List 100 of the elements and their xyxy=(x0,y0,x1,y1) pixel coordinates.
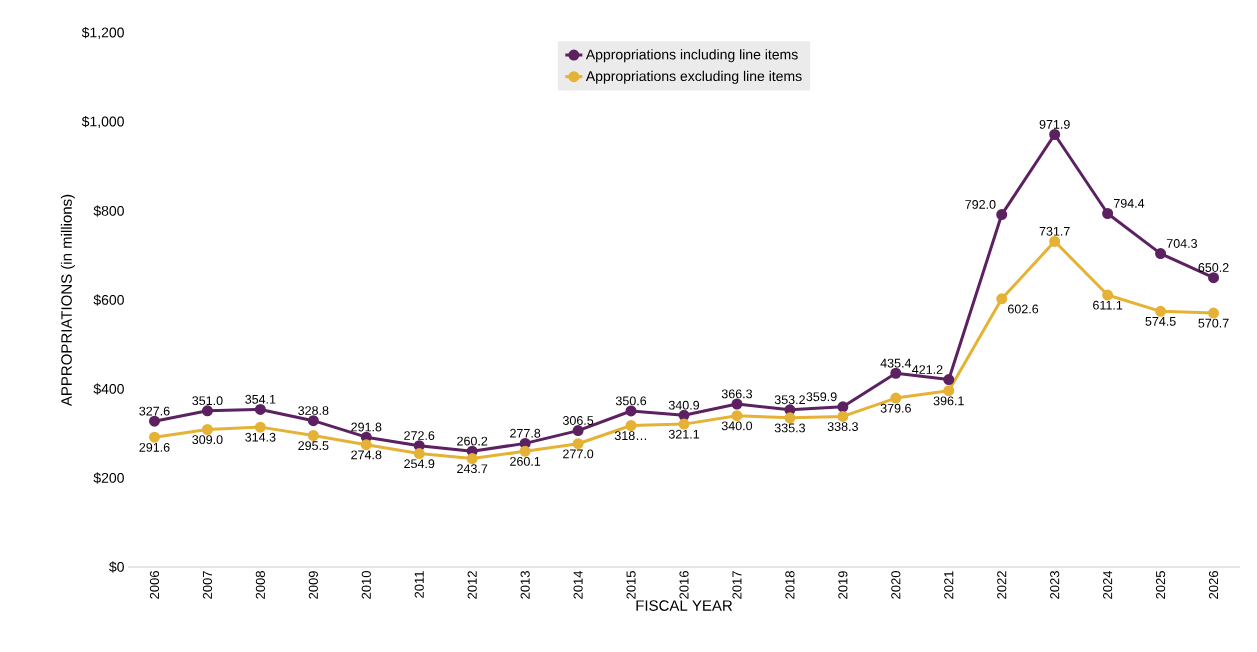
data-label: 243.7 xyxy=(457,464,488,474)
x-tick-label: 2022 xyxy=(997,571,1007,599)
point xyxy=(837,401,849,413)
point xyxy=(201,405,213,417)
data-label: 794.4 xyxy=(1113,198,1145,208)
data-label: 328.8 xyxy=(298,406,329,415)
data-label: 295.5 xyxy=(298,441,329,451)
x-tick-label: 2024 xyxy=(1103,570,1113,599)
data-label: 971.9 xyxy=(1039,119,1070,129)
data-label: 335.3 xyxy=(774,423,805,433)
data-label: 318… xyxy=(614,431,647,441)
point xyxy=(148,431,160,443)
y-tick-label: $800 xyxy=(93,205,124,217)
point xyxy=(1155,248,1167,260)
data-label: 309.0 xyxy=(192,435,223,445)
data-label: 731.7 xyxy=(1039,226,1070,236)
point xyxy=(1208,307,1220,319)
point xyxy=(413,448,425,460)
x-tick-label: 2010 xyxy=(361,571,371,599)
point xyxy=(254,403,266,415)
data-label: 254.9 xyxy=(404,459,435,469)
data-label: 611.1 xyxy=(1093,300,1123,310)
data-label: 291.6 xyxy=(139,442,170,452)
point xyxy=(1049,129,1061,140)
point xyxy=(307,430,319,441)
data-label: 340.9 xyxy=(668,400,700,410)
x-tick-label: 2009 xyxy=(308,571,318,599)
point xyxy=(943,374,955,386)
data-label: 272.6 xyxy=(404,431,435,440)
point xyxy=(572,438,584,450)
point xyxy=(678,418,690,430)
point xyxy=(201,423,213,435)
x-tick-label: 2018 xyxy=(785,571,795,599)
x-tick-label: 2016 xyxy=(679,571,689,599)
data-label: 704.3 xyxy=(1166,239,1198,248)
data-label: 435.4 xyxy=(880,358,912,368)
point xyxy=(1049,235,1061,247)
data-label: 314.3 xyxy=(245,432,276,442)
data-label: 570.7 xyxy=(1198,318,1229,328)
point xyxy=(1102,289,1114,301)
x-tick-label: 2021 xyxy=(944,571,954,599)
point xyxy=(996,209,1008,221)
point xyxy=(625,405,637,417)
x-tick-label: 2006 xyxy=(149,571,160,599)
x-axis-title: FISCAL YEAR xyxy=(636,600,733,611)
point xyxy=(890,392,902,404)
point xyxy=(466,453,478,465)
x-tick-label: 2026 xyxy=(1208,571,1219,599)
x-tick-label: 2020 xyxy=(891,571,901,599)
data-label: 366.3 xyxy=(721,389,753,399)
data-label: 354.1 xyxy=(245,394,276,404)
data-label: 359.9 xyxy=(806,392,837,402)
data-label: 421.2 xyxy=(912,365,943,374)
point xyxy=(678,409,690,421)
point xyxy=(731,398,743,410)
legend-label: Appropriations excluding line items xyxy=(585,70,802,84)
x-tick-label: 2012 xyxy=(467,571,477,599)
data-label: 327.6 xyxy=(139,406,170,416)
point xyxy=(1208,272,1220,284)
x-tick-label: 2007 xyxy=(202,571,213,599)
point xyxy=(360,439,372,451)
data-label: 306.5 xyxy=(562,416,594,425)
y-tick-label: $200 xyxy=(93,472,124,484)
x-tick-label: 2011 xyxy=(414,571,424,598)
y-tick-label: $400 xyxy=(93,383,124,395)
point xyxy=(731,410,743,422)
data-label: 574.5 xyxy=(1145,317,1176,326)
data-label: 291.8 xyxy=(351,422,382,432)
y-tick-label: $0 xyxy=(109,561,124,573)
x-tick-label: 2013 xyxy=(520,571,530,599)
data-label: 260.2 xyxy=(457,436,488,446)
point xyxy=(625,419,637,431)
x-tick-label: 2025 xyxy=(1155,571,1166,599)
x-tick-label: 2019 xyxy=(838,571,848,599)
legend-label: Appropriations including line items xyxy=(585,49,798,63)
data-label: 274.8 xyxy=(351,450,382,460)
y-axis-title: APPROPRIATIONS (in millions) xyxy=(60,194,75,407)
data-label: 792.0 xyxy=(965,200,996,209)
data-label: 338.3 xyxy=(827,422,858,432)
point xyxy=(890,367,902,379)
x-tick-label: 2014 xyxy=(573,570,583,599)
y-tick-label: $600 xyxy=(93,294,124,306)
data-label: 353.2 xyxy=(774,395,805,405)
data-label: 260.1 xyxy=(510,456,541,466)
data-label: 277.0 xyxy=(563,449,594,459)
point xyxy=(943,385,955,397)
data-label: 351.0 xyxy=(192,396,223,406)
data-label: 340.0 xyxy=(721,421,753,431)
data-label: 650.2 xyxy=(1198,263,1229,272)
y-tick-label: $1,000 xyxy=(81,115,124,129)
y-tick-label: $1,200 xyxy=(81,26,124,40)
data-label: 602.6 xyxy=(1008,304,1039,314)
point xyxy=(784,412,796,424)
point xyxy=(572,425,584,437)
point xyxy=(837,410,849,422)
point xyxy=(996,293,1008,305)
data-label: 321.1 xyxy=(668,429,700,439)
point xyxy=(519,445,531,457)
point xyxy=(254,421,266,433)
point xyxy=(307,415,319,427)
